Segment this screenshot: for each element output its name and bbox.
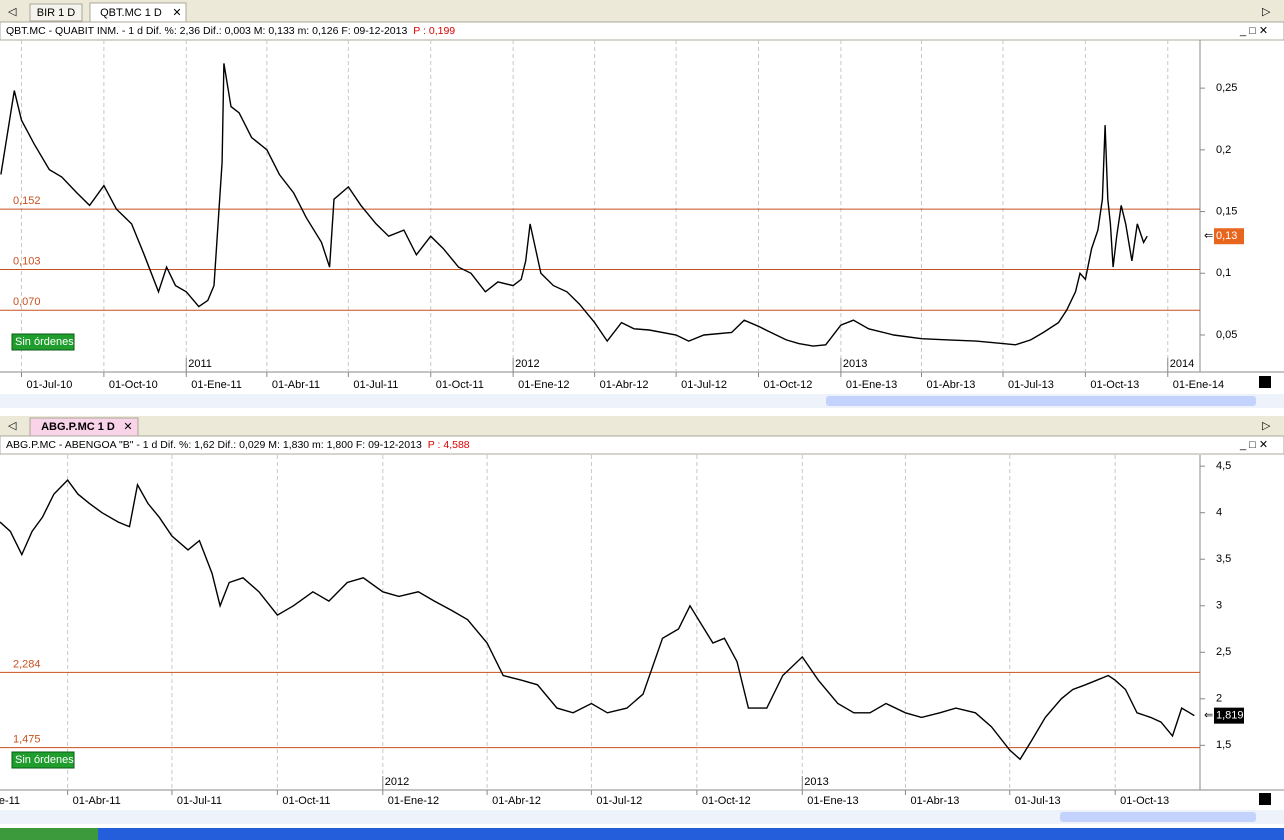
tab[interactable]	[29, 3, 83, 22]
badge-arrow: ⇐	[1204, 230, 1213, 242]
y-tick-label: 0,2	[1216, 144, 1231, 156]
toolbar-icon[interactable]	[1259, 376, 1271, 388]
x-tick-label: 01-Ene-12	[518, 379, 569, 391]
x-tick-label: 01-Abr-12	[492, 795, 541, 807]
y-tick-label: 3	[1216, 600, 1222, 612]
scrollbar-thumb[interactable]	[1060, 812, 1256, 822]
x-tick-label: 01-Abr-11	[272, 379, 320, 391]
price-label: P : 0,199	[413, 25, 455, 37]
x-tick-label: 01-Jul-12	[596, 795, 642, 807]
year-label: 2011	[188, 358, 212, 370]
x-tick-label: 01-Oct-12	[764, 379, 813, 391]
level-label: 0,103	[13, 255, 41, 267]
y-tick-label: 0,1	[1216, 267, 1231, 279]
price-line	[0, 479, 1195, 761]
scrollbar-thumb[interactable]	[826, 396, 1256, 406]
year-label: 2012	[385, 776, 409, 788]
x-tick-label: 01-Oct-12	[702, 795, 751, 807]
tab-scroll[interactable]: ▷	[1262, 6, 1271, 18]
x-tick-label: 01-Jul-11	[177, 795, 222, 807]
chart-header-bar	[0, 435, 1284, 455]
x-tick-label: 01-Ene-13	[846, 379, 897, 391]
level-label: 0,152	[13, 195, 41, 207]
level-label: 2,284	[13, 658, 41, 670]
tab-bar	[0, 416, 1284, 436]
window-controls[interactable]: _ □ ✕	[1239, 25, 1268, 37]
year-label: 2014	[1170, 358, 1194, 370]
x-tick-label: 01-Oct-13	[1090, 379, 1139, 391]
year-label: 2012	[515, 358, 539, 370]
badge-arrow: ⇐	[1204, 710, 1213, 722]
status-box	[11, 751, 75, 769]
tab-close[interactable]: ✕	[123, 421, 132, 433]
x-tick-label: 01-Ene-11	[191, 379, 242, 391]
tab-label[interactable]: QBT.MC 1 D	[100, 7, 162, 19]
x-tick-label: 01-Jul-10	[26, 379, 72, 391]
year-label: 2013	[804, 776, 828, 788]
last-price-label: 0,13	[1216, 230, 1237, 242]
last-price-badge	[1214, 228, 1244, 245]
x-tick-label: 01-Abr-12	[600, 379, 649, 391]
x-tick-label: 01-Abr-11	[73, 795, 121, 807]
chart-title: ABG.P.MC - ABENGOA "B" - 1 d Dif. %: 1,6…	[6, 439, 422, 451]
price-line	[0, 63, 1148, 347]
tab-close[interactable]: ✕	[172, 7, 181, 19]
year-label: 2013	[843, 358, 867, 370]
x-tick-label: 01-Jul-13	[1015, 795, 1061, 807]
y-tick-label: 2	[1216, 693, 1222, 705]
x-tick-label: 01-Jul-13	[1008, 379, 1054, 391]
x-tick-label: 01-Ene-13	[807, 795, 858, 807]
last-price-label: 1,819	[1216, 710, 1244, 722]
x-tick-label: 01-Ene-12	[388, 795, 439, 807]
last-price-badge	[1214, 707, 1244, 724]
status-label: Sin órdenes	[15, 336, 74, 348]
x-tick-label: 01-Ene-14	[1173, 379, 1224, 391]
y-tick-label: 4,5	[1216, 460, 1231, 472]
tab-label[interactable]: BIR 1 D	[37, 7, 76, 19]
tab-scroll[interactable]: ◁	[8, 6, 17, 18]
chart-header-bar	[0, 21, 1284, 41]
level-label: 0,070	[13, 296, 41, 308]
chart-title: QBT.MC - QUABIT INM. - 1 d Dif. %: 2,36 …	[6, 25, 407, 37]
x-tick-label: 01-Oct-11	[436, 379, 484, 391]
status-box	[11, 333, 75, 351]
x-tick-label: 01-Abr-13	[926, 379, 975, 391]
y-tick-label: 0,25	[1216, 82, 1237, 94]
toolbar-icon[interactable]	[1259, 793, 1271, 805]
level-label: 1,475	[13, 734, 41, 746]
tab-label[interactable]: ABG.P.MC 1 D	[41, 421, 115, 433]
y-tick-label: 0,05	[1216, 329, 1237, 341]
x-tick-label: 01-Oct-11	[282, 795, 330, 807]
x-tick-label: 01-Oct-10	[109, 379, 158, 391]
price-label: P : 4,588	[428, 439, 470, 451]
y-tick-label: 3,5	[1216, 553, 1231, 565]
charts: QBT.MC - QUABIT INM. - 1 d Dif. %: 2,36 …	[0, 25, 1244, 807]
y-tick-label: 4	[1216, 507, 1222, 519]
scrollbar[interactable]	[0, 810, 1284, 824]
taskbar	[0, 828, 1284, 840]
y-tick-label: 1,5	[1216, 739, 1231, 751]
x-tick-label: 01-Jul-12	[681, 379, 727, 391]
x-tick-label: 01-Ene-11	[0, 795, 20, 807]
window-controls[interactable]: _ □ ✕	[1239, 439, 1268, 451]
start-button[interactable]	[0, 828, 98, 840]
y-tick-label: 2,5	[1216, 646, 1231, 658]
y-tick-label: 0,15	[1216, 205, 1237, 217]
x-tick-label: 01-Abr-13	[910, 795, 959, 807]
tab-scroll[interactable]: ◁	[8, 420, 17, 432]
tab-scroll[interactable]: ▷	[1262, 420, 1271, 432]
status-label: Sin órdenes	[15, 754, 74, 766]
tab-bar	[0, 0, 1284, 22]
x-tick-label: 01-Jul-11	[353, 379, 398, 391]
x-tick-label: 01-Oct-13	[1120, 795, 1169, 807]
